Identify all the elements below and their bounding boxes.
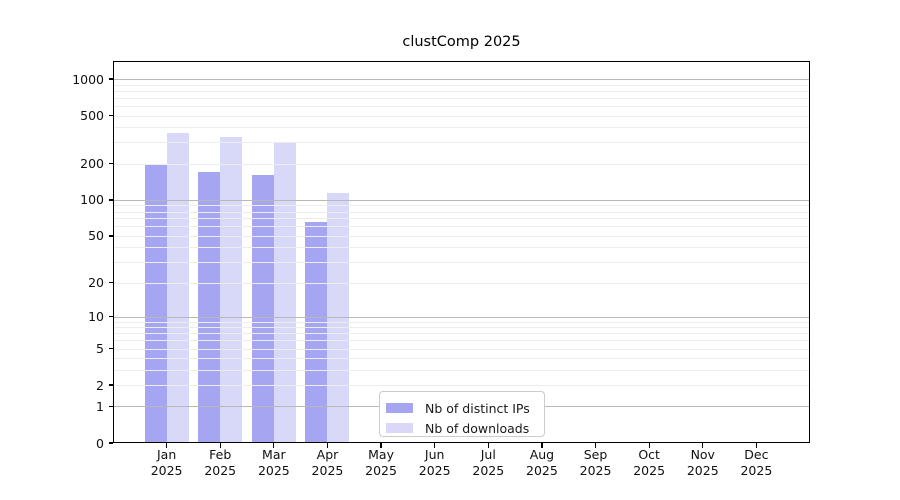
minor-gridline — [113, 115, 810, 117]
x-tick-label: Mar 2025 — [257, 447, 290, 478]
bar-downloads — [273, 142, 296, 443]
x-tick-mark — [755, 443, 758, 448]
minor-gridline — [113, 340, 810, 342]
x-tick-mark — [541, 443, 543, 448]
legend-swatch-distinct-ips — [386, 402, 413, 414]
x-tick-mark — [380, 443, 382, 448]
minor-gridline — [113, 163, 810, 165]
x-tick-mark — [594, 443, 597, 448]
y-tick-label: 20 — [88, 275, 104, 291]
minor-gridline — [113, 385, 810, 387]
minor-gridline — [113, 348, 810, 350]
minor-gridline — [113, 369, 810, 371]
x-tick-label: Jun 2025 — [418, 447, 451, 478]
y-tick-mark — [108, 405, 113, 408]
minor-gridline — [113, 327, 810, 329]
chart-title: clustComp 2025 — [402, 34, 521, 50]
x-tick-mark — [434, 443, 436, 448]
x-tick-label: Jan 2025 — [150, 447, 183, 478]
x-tick-label: Feb 2025 — [204, 447, 237, 478]
x-tick-mark — [165, 443, 168, 448]
y-tick-label: 1000 — [72, 71, 104, 87]
x-tick-label: Oct 2025 — [633, 447, 666, 478]
x-tick-label: Jul 2025 — [472, 447, 505, 478]
x-tick-label: Aug 2025 — [526, 447, 558, 478]
x-tick-mark — [273, 443, 275, 448]
y-tick-label: 50 — [88, 228, 104, 244]
legend-label-distinct-ips: Nb of distinct IPs — [425, 400, 530, 416]
x-tick-label: Apr 2025 — [311, 447, 344, 478]
x-tick-mark — [648, 443, 650, 448]
y-tick-label: 500 — [80, 108, 104, 123]
y-tick-label: 5 — [96, 341, 104, 357]
y-tick-label: 10 — [88, 309, 104, 325]
y-tick-mark — [108, 442, 113, 444]
y-tick-label: 2 — [96, 377, 104, 393]
minor-gridline — [113, 90, 810, 92]
bar-downloads — [166, 132, 189, 443]
y-tick-mark — [108, 199, 113, 201]
y-tick-mark — [108, 78, 113, 80]
minor-gridline — [113, 205, 810, 207]
legend-item-downloads: Nb of downloads — [386, 418, 544, 438]
x-tick-label: Sep 2025 — [579, 447, 612, 478]
y-tick-mark — [108, 162, 113, 165]
legend: Nb of distinct IPs Nb of downloads — [379, 391, 545, 437]
legend-swatch-downloads — [386, 422, 413, 434]
minor-gridline — [113, 84, 810, 86]
minor-gridline — [113, 97, 810, 99]
legend-label-downloads: Nb of downloads — [425, 420, 530, 436]
minor-gridline — [113, 247, 810, 249]
minor-gridline — [113, 321, 810, 323]
y-tick-label: 1 — [96, 398, 104, 414]
bar-downloads — [327, 193, 350, 443]
major-gridline — [113, 199, 810, 201]
bar-distinct-ips — [251, 175, 274, 443]
bar-distinct-ips — [305, 222, 328, 443]
x-tick-mark — [702, 443, 704, 448]
y-tick-label: 0 — [96, 435, 104, 451]
minor-gridline — [113, 358, 810, 360]
x-tick-label: Dec 2025 — [740, 447, 773, 478]
minor-gridline — [113, 127, 810, 129]
minor-gridline — [113, 142, 810, 144]
x-tick-mark — [326, 443, 329, 448]
minor-gridline — [113, 211, 810, 213]
major-gridline — [113, 79, 810, 81]
y-tick-mark — [108, 114, 113, 117]
bar-downloads — [220, 137, 243, 443]
y-tick-label: 200 — [80, 156, 104, 172]
y-tick-mark — [108, 235, 113, 237]
minor-gridline — [113, 226, 810, 228]
minor-gridline — [113, 105, 810, 107]
major-gridline — [113, 316, 810, 318]
minor-gridline — [113, 262, 810, 264]
minor-gridline — [113, 282, 810, 284]
y-tick-mark — [108, 347, 113, 350]
minor-gridline — [113, 235, 810, 237]
x-tick-label: May 2025 — [365, 447, 397, 478]
y-tick-mark — [108, 384, 113, 386]
y-tick-mark — [108, 316, 113, 318]
legend-item-distinct-ips: Nb of distinct IPs — [386, 398, 544, 418]
x-tick-mark — [219, 443, 221, 448]
x-tick-label: Nov 2025 — [686, 447, 719, 478]
y-tick-mark — [108, 281, 113, 284]
bar-distinct-ips — [198, 172, 221, 443]
x-tick-mark — [487, 443, 489, 448]
bar-distinct-ips — [144, 163, 167, 443]
minor-gridline — [113, 333, 810, 335]
minor-gridline — [113, 218, 810, 220]
y-tick-label: 100 — [80, 192, 104, 208]
